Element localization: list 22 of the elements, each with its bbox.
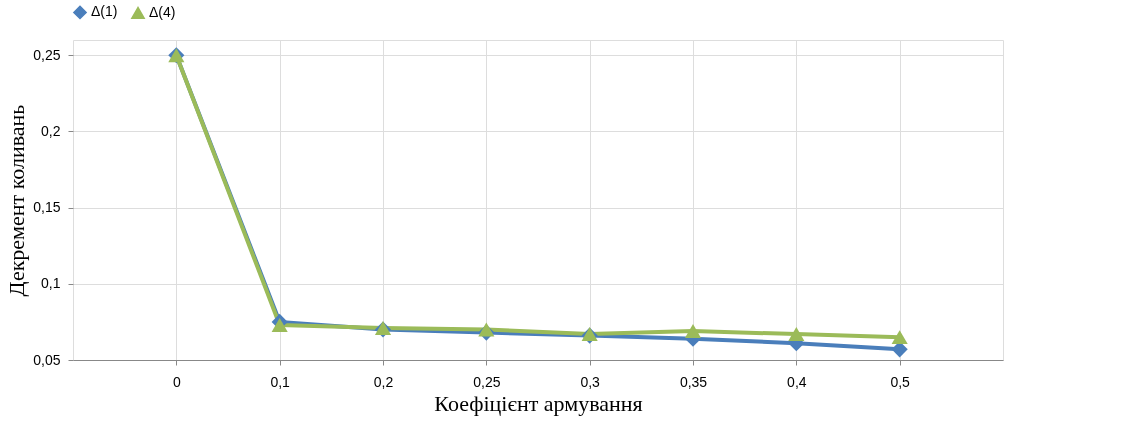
point	[788, 327, 805, 342]
point	[891, 330, 908, 345]
x-tick-label: 0,35	[679, 373, 708, 390]
x-tick-label: 0,4	[787, 373, 807, 390]
x-tick-label: 0,1	[270, 373, 291, 390]
x-tick-label: 0,3	[580, 373, 601, 390]
x-tick-label: 0,5	[890, 373, 911, 390]
legend-label: Δ(1)	[91, 3, 118, 20]
y-tick-label: 0,05	[33, 351, 61, 368]
legend-label: Δ(4)	[149, 3, 176, 20]
point	[271, 317, 288, 332]
x-axis-title: Коефіцієнт армування	[434, 390, 643, 416]
point	[478, 322, 495, 337]
y-tick-label: 0,25	[33, 46, 61, 63]
x-tick-label: 0,2	[373, 373, 394, 390]
y-tick-label: 0,2	[41, 122, 61, 139]
y-tick-label: 0,15	[33, 199, 61, 216]
y-tick-label: 0,1	[41, 275, 61, 292]
x-tick-label: 0,25	[473, 373, 501, 390]
y-axis-title: Декремент коливань	[4, 104, 30, 297]
point	[684, 324, 702, 339]
x-tick-label: 0	[172, 373, 181, 390]
